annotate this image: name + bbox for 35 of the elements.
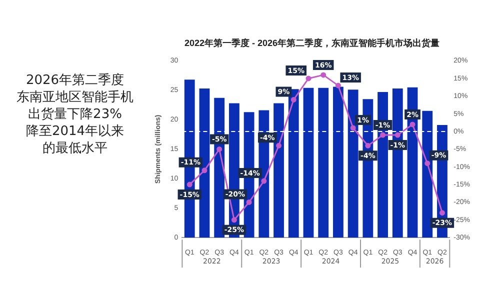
text: 的最低水平 [42,140,108,157]
bar [333,86,344,238]
point [380,132,386,138]
bar [303,88,314,238]
bar [318,88,329,238]
point [246,199,252,205]
point [410,122,416,128]
bar [199,88,210,238]
point [365,142,371,148]
point [306,76,312,82]
point [202,168,208,174]
point [320,72,326,78]
text: 东南亚地区智能手机 [16,89,134,106]
point [186,182,192,188]
point [276,142,282,148]
point [290,96,296,102]
bar [392,88,403,238]
chart-title: 2022年第一季度 - 2026年第二季度，东南亚智能手机市场出货量 [184,38,440,48]
bar [422,110,433,238]
point [350,125,356,131]
point [216,146,222,152]
text: 降至2014年以来 [24,123,126,140]
text: 2026年第二季度 [24,72,126,89]
text: 出货量下降23% [27,106,123,123]
point [335,82,341,88]
point [231,217,237,223]
point [439,210,445,216]
bar [288,89,299,238]
point [394,132,400,138]
bar [378,92,388,238]
bar [407,87,418,238]
bar [274,103,284,238]
point [261,178,267,184]
bar [348,90,358,238]
point [424,160,430,166]
